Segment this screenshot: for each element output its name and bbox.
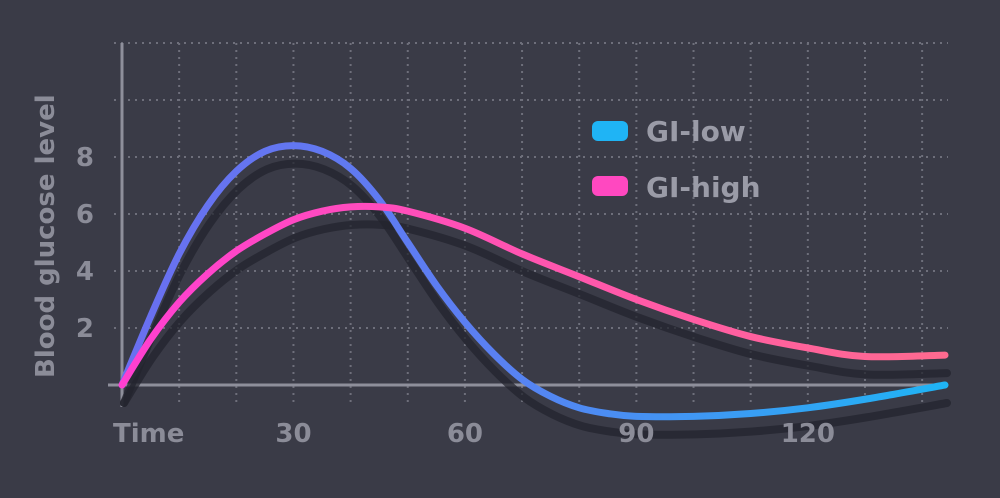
y-tick-label: 4 xyxy=(76,257,94,287)
legend: GI-low GI-high xyxy=(592,115,761,204)
series-line-gi-low xyxy=(118,142,949,421)
series-lines xyxy=(118,142,951,439)
legend-swatch-gi-high xyxy=(592,176,628,196)
series-shadow-gi-low xyxy=(120,159,951,439)
x-tick-label: 120 xyxy=(781,419,835,449)
x-tick-label: 60 xyxy=(447,419,483,449)
legend-label-gi-low: GI-low xyxy=(646,115,746,148)
x-tick-label: 30 xyxy=(275,419,311,449)
tick-labels: 30 60 90 120 2 4 6 8 xyxy=(76,143,835,449)
grid xyxy=(114,42,948,405)
y-tick-label: 8 xyxy=(76,143,94,173)
legend-label-gi-high: GI-high xyxy=(646,171,761,204)
legend-swatch-gi-low xyxy=(592,121,628,141)
x-tick-label: 90 xyxy=(618,419,654,449)
y-tick-label: 6 xyxy=(76,200,94,230)
y-tick-label: 2 xyxy=(76,314,94,344)
x-axis-label: Time xyxy=(113,419,184,449)
y-axis-label: Blood glucose level xyxy=(31,94,61,378)
series-line-gi-high xyxy=(118,202,949,389)
